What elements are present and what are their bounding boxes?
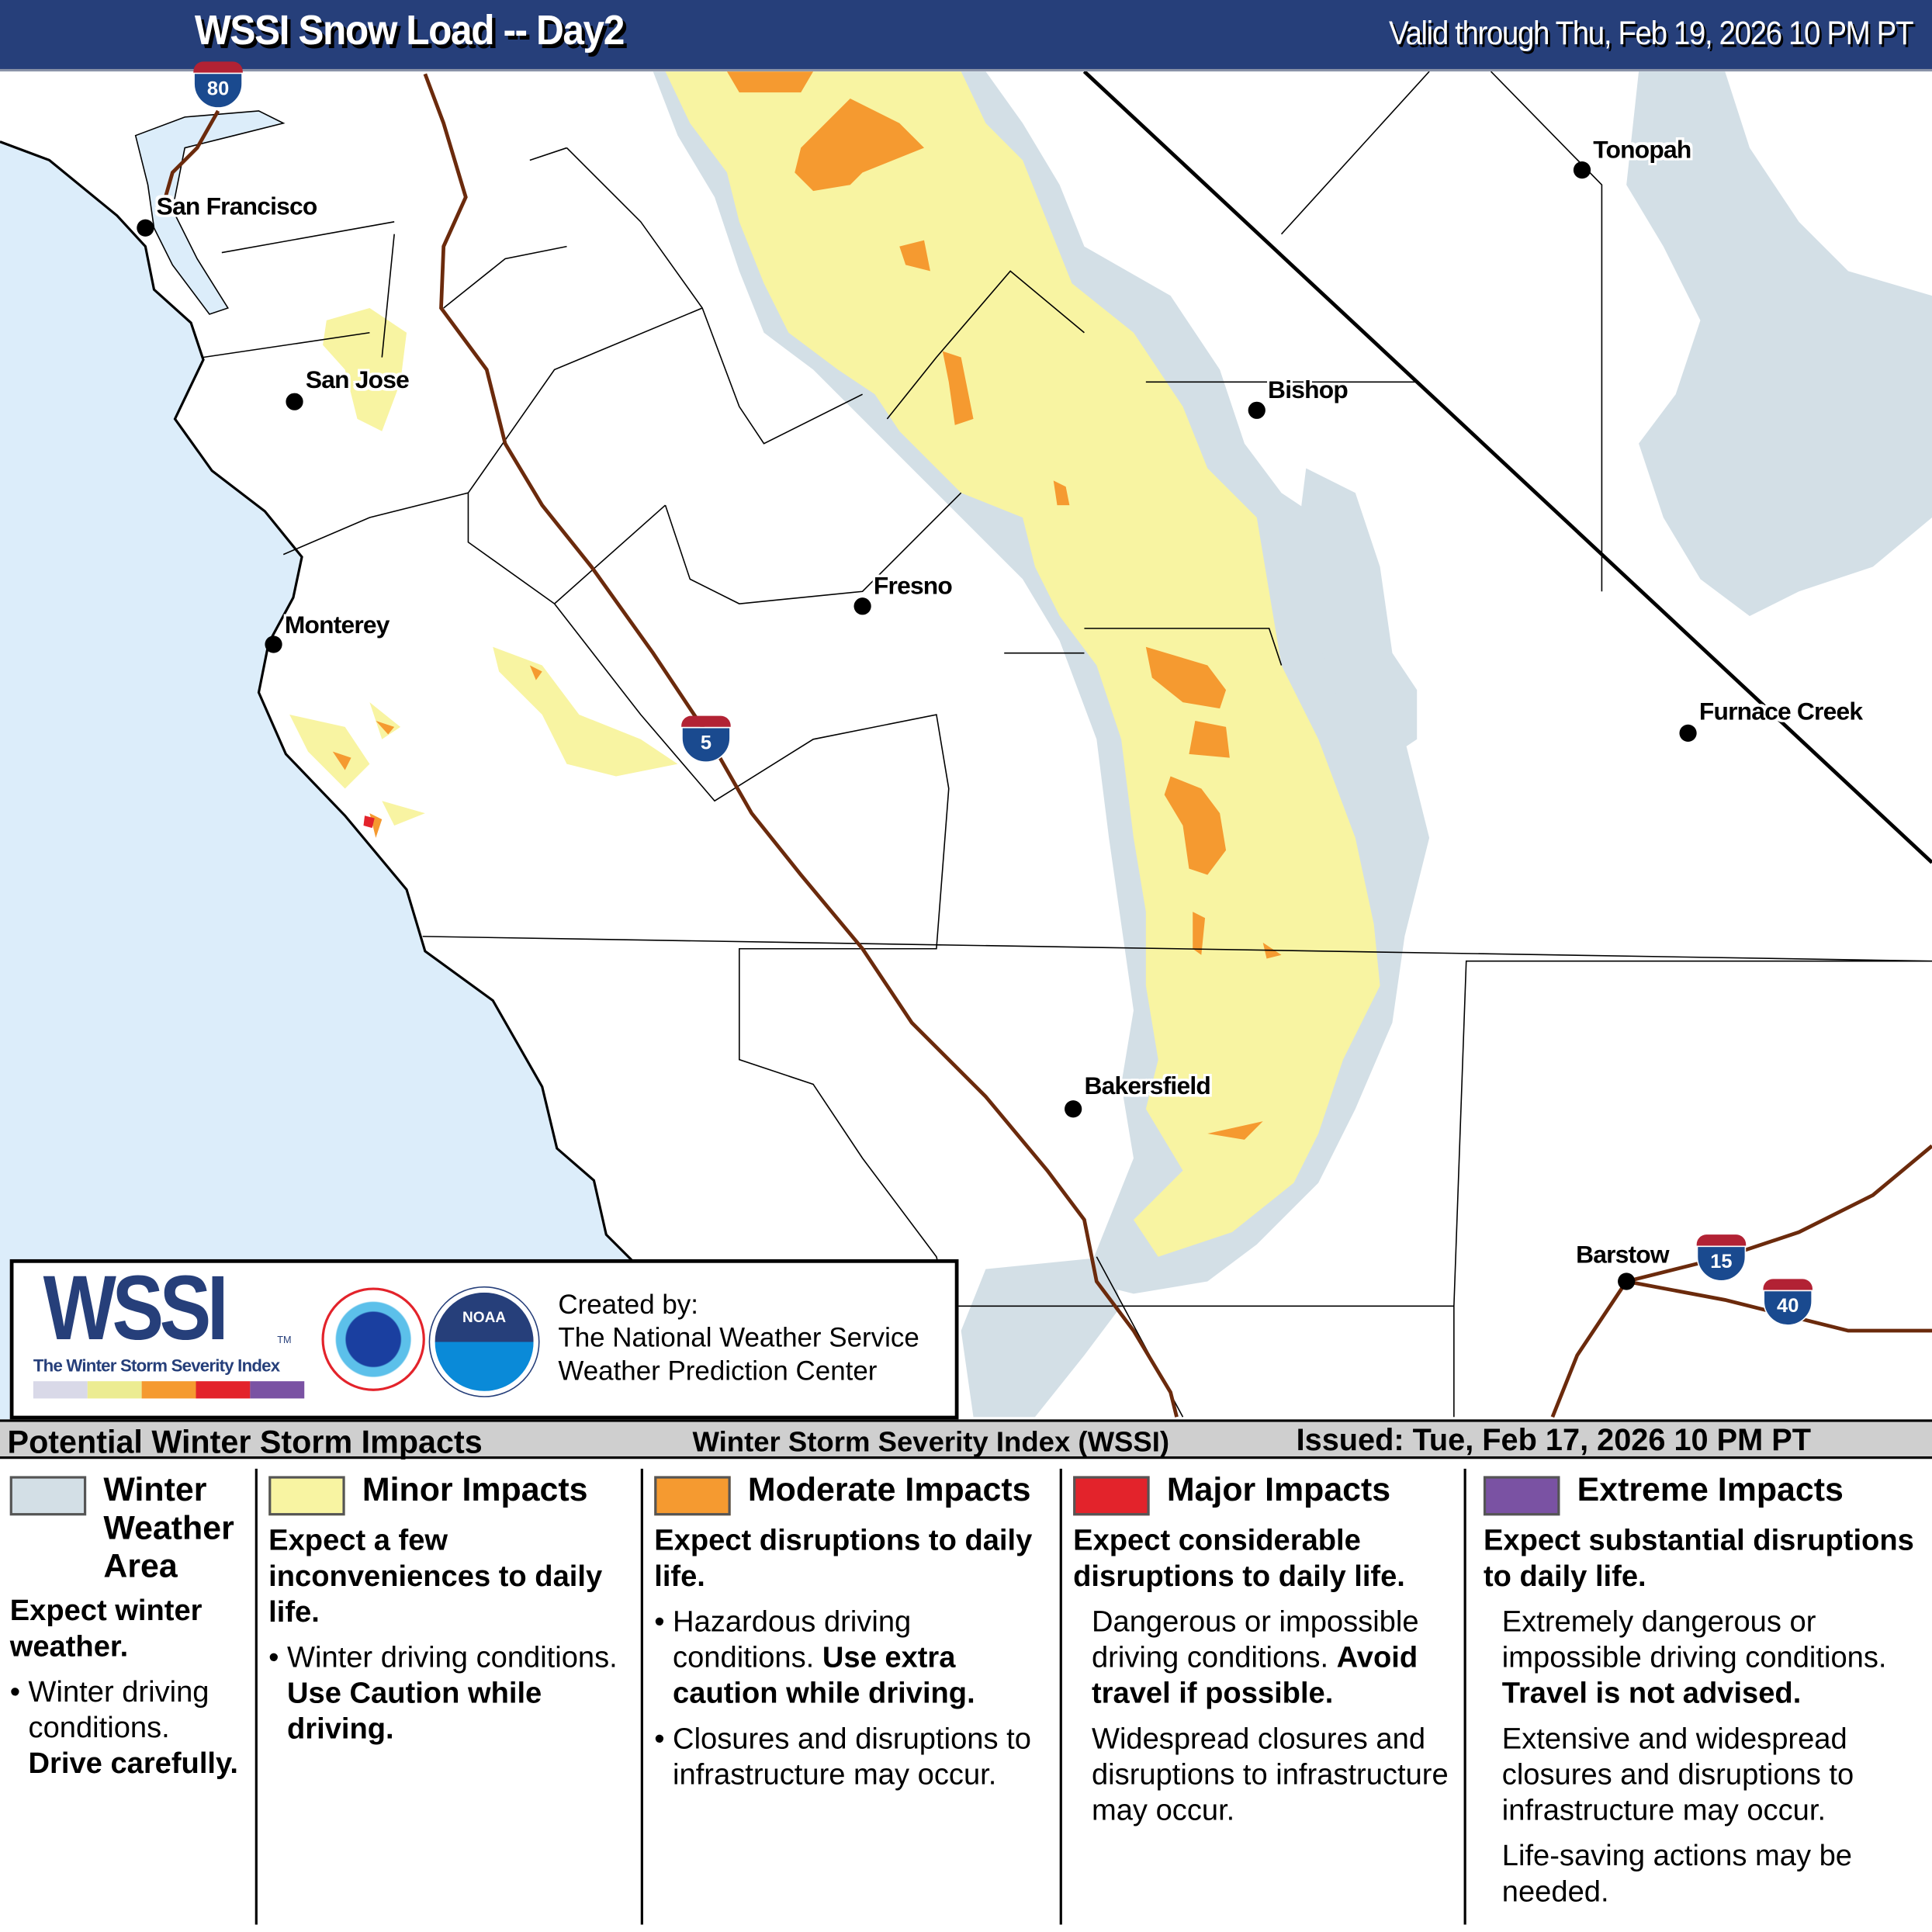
city-dot-san-jose <box>286 393 303 410</box>
legend-summary: Expect substantial disruptions to daily … <box>1483 1524 1914 1594</box>
city-label-tonopah: Tonopah <box>1593 137 1691 164</box>
legend-minor: Minor Impacts Expect a few inconvenience… <box>268 1471 635 1747</box>
winter-weather-area-basin <box>1293 468 1418 764</box>
map <box>0 71 1932 1420</box>
city-dot-barstow <box>1618 1272 1636 1290</box>
minor-impacts-coast <box>289 646 678 826</box>
legend-title: Minor Impacts <box>362 1471 588 1508</box>
swatch-moderate <box>654 1476 731 1516</box>
major-impacts <box>363 815 375 829</box>
legend-index-name: Winter Storm Severity Index (WSSI) <box>692 1425 1170 1458</box>
legend-title: Winter Weather Area <box>103 1471 234 1585</box>
legend-bullet: Life-saving actions may be needed. <box>1501 1839 1853 1909</box>
impact-legend: Winter Weather Area Expect winter weathe… <box>0 1461 1932 1932</box>
legend-summary: Expect considerable disruptions to daily… <box>1073 1524 1405 1594</box>
legend-major: Major Impacts Expect considerable disrup… <box>1073 1471 1460 1829</box>
legend-summary: Expect a few inconveniences to daily lif… <box>268 1524 603 1629</box>
minor-impacts-sanjose <box>323 308 407 431</box>
valid-time: Valid through Thu, Feb 19, 2026 10 PM PT <box>1388 15 1913 52</box>
credits-box: WSSI TM The Winter Storm Severity Index … <box>9 1256 959 1420</box>
map-title: WSSI Snow Load -- Day2 <box>194 7 625 54</box>
state-line <box>1082 71 1932 864</box>
header-bar: WSSI Snow Load -- Day2 Valid through Thu… <box>0 0 1932 72</box>
ocean <box>0 141 739 1420</box>
nws-logo-icon <box>321 1287 425 1391</box>
i-5-route <box>423 73 1179 1418</box>
issued-time: Issued: Tue, Feb 17, 2026 10 PM PT <box>1296 1423 1811 1458</box>
city-label-bishop: Bishop <box>1268 376 1349 404</box>
legend-bullet: Dangerous or impossible driving conditio… <box>1091 1605 1419 1711</box>
org-nws: The National Weather Service <box>558 1321 919 1353</box>
winter-weather-area-east <box>1626 71 1932 617</box>
interstate-5-shield: 5 <box>681 715 731 763</box>
legend-moderate: Moderate Impacts Expect disruptions to d… <box>654 1471 1054 1792</box>
i-80-route <box>158 109 220 216</box>
legend-heading: Potential Winter Storm Impacts <box>7 1423 483 1460</box>
legend-summary: Expect disruptions to daily life. <box>654 1524 1033 1594</box>
city-label-fresno: Fresno <box>873 573 953 601</box>
legend-title: Moderate Impacts <box>747 1471 1031 1508</box>
city-dot-san-francisco <box>137 219 154 237</box>
minor-impacts-sierra <box>665 71 1380 1257</box>
legend-bullet: Extensive and widespread closures and di… <box>1501 1723 1854 1828</box>
trademark: TM <box>277 1334 292 1346</box>
interstate-15-shield: 15 <box>1696 1234 1747 1282</box>
legend-extreme: Extreme Impacts Expect substantial disru… <box>1483 1471 1927 1909</box>
swatch-extreme <box>1483 1476 1560 1516</box>
interstate-40-shield: 40 <box>1763 1279 1813 1326</box>
winter-weather-area-south <box>961 1256 1122 1418</box>
wssi-tagline: The Winter Storm Severity Index <box>33 1355 280 1376</box>
legend-bullet: Extremely dangerous or impossible drivin… <box>1501 1605 1887 1711</box>
legend-title-bar: Potential Winter Storm Impacts Winter St… <box>0 1419 1932 1460</box>
city-label-bakersfield: Bakersfield <box>1084 1073 1210 1101</box>
legend-bullet: Closures and disruptions to infrastructu… <box>654 1721 1054 1792</box>
city-dot-furnace-creek <box>1679 724 1697 742</box>
city-label-san-francisco: San Francisco <box>156 193 318 221</box>
legend-bullet: Winter driving conditions. Drive careful… <box>10 1674 251 1781</box>
city-dot-bakersfield <box>1065 1100 1082 1118</box>
sf-bay <box>134 110 286 315</box>
wssi-logo: WSSI <box>43 1256 229 1359</box>
created-by-label: Created by: <box>558 1289 698 1320</box>
swatch-minor <box>268 1476 345 1516</box>
legend-title: Extreme Impacts <box>1577 1471 1844 1508</box>
noaa-logo-icon: NOAA <box>428 1286 540 1397</box>
city-label-monterey: Monterey <box>284 612 390 640</box>
legend-winter-weather: Winter Weather Area Expect winter weathe… <box>10 1471 251 1781</box>
swatch-winter-weather <box>9 1476 87 1516</box>
city-label-san-jose: San Jose <box>305 367 410 395</box>
city-dot-tonopah <box>1573 161 1591 179</box>
legend-title: Major Impacts <box>1166 1471 1391 1508</box>
city-label-barstow: Barstow <box>1576 1241 1670 1269</box>
legend-bullet: Winter driving conditions. Use Caution w… <box>268 1640 635 1747</box>
wssi-color-bar <box>33 1381 305 1399</box>
created-by: Created by: The National Weather Service… <box>558 1287 919 1387</box>
city-dot-bishop <box>1248 401 1265 419</box>
interstate-80-shield: 80 <box>193 61 243 109</box>
legend-summary: Expect winter weather. <box>9 1594 203 1664</box>
legend-bullet: Hazardous driving conditions. Use extra … <box>654 1605 1054 1712</box>
city-label-furnace-creek: Furnace Creek <box>1698 698 1863 726</box>
city-dot-fresno <box>853 597 871 615</box>
swatch-major <box>1073 1476 1150 1516</box>
org-wpc: Weather Prediction Center <box>558 1355 878 1387</box>
coastline <box>0 140 642 1270</box>
city-dot-monterey <box>265 635 282 653</box>
legend-bullet: Widespread closures and disruptions to i… <box>1091 1723 1449 1828</box>
